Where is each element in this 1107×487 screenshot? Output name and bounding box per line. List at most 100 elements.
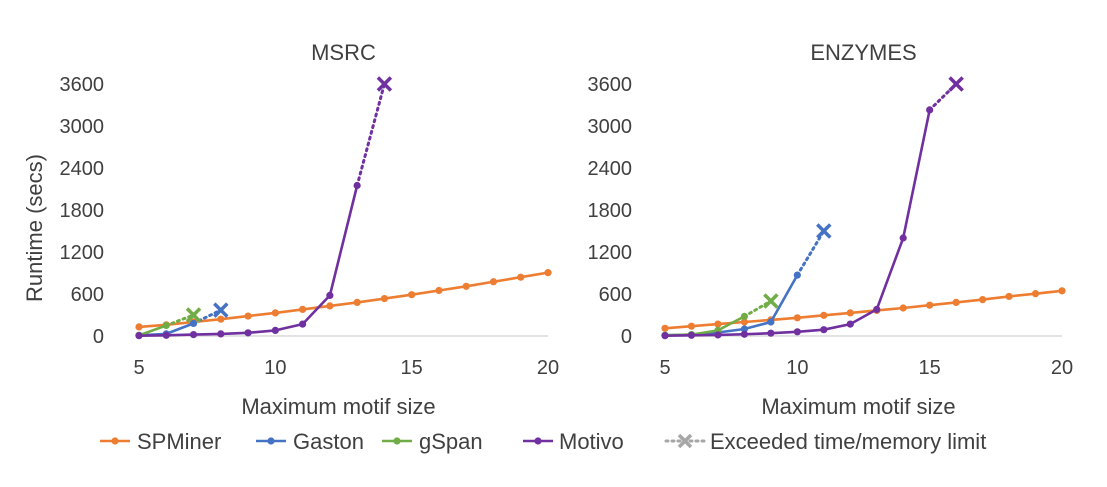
series-line-motivo (664, 109, 931, 337)
data-point-motivo (767, 329, 775, 337)
x-tick-label: 5 (659, 357, 670, 379)
data-point-spminer (353, 298, 361, 306)
data-point-motivo (189, 331, 198, 339)
y-tick-label: 0 (621, 326, 632, 348)
legend-swatch-dot (534, 437, 542, 445)
limit-marker-stroke (213, 302, 229, 318)
data-point-spminer (489, 278, 498, 286)
legend-item-motivo: Motivo (523, 429, 624, 454)
data-point-spminer (926, 301, 934, 309)
legend-swatch-dot (111, 437, 119, 445)
data-point-spminer (462, 282, 470, 290)
data-point-motivo (740, 330, 749, 338)
x-tick-label: 5 (133, 357, 144, 379)
data-point-spminer (244, 312, 252, 320)
limit-marker-x-gaston (816, 223, 832, 239)
data-point-motivo (687, 331, 696, 339)
y-tick-label: 2400 (588, 158, 633, 180)
x-axis-label: Maximum motif size (761, 394, 955, 419)
x-axis-label: Maximum motif size (241, 394, 435, 419)
legend-label: gSpan (419, 429, 483, 454)
legend-item-gspan: gSpan (382, 429, 483, 454)
data-point-motivo (714, 331, 722, 339)
data-point-spminer (135, 323, 143, 331)
y-tick-label: 1800 (588, 200, 633, 222)
y-tick-label: 0 (93, 326, 104, 348)
y-tick-label: 1800 (60, 200, 105, 222)
data-point-gaston (740, 325, 749, 333)
data-point-motivo (135, 332, 143, 340)
limit-marker-x-gspan (185, 307, 202, 323)
data-point-spminer (408, 291, 416, 299)
chart-title: ENZYMES (810, 40, 916, 65)
data-point-spminer (793, 314, 801, 322)
data-point-motivo (661, 332, 669, 340)
data-point-spminer (1058, 287, 1066, 295)
data-point-spminer (740, 318, 749, 326)
limit-line-gspan (164, 313, 196, 327)
data-point-spminer (299, 305, 307, 313)
x-tick-label: 15 (919, 357, 941, 379)
y-tick-label: 3000 (60, 116, 105, 138)
data-point-spminer (687, 322, 696, 330)
data-point-spminer (899, 304, 907, 312)
data-point-spminer (217, 315, 225, 323)
data-point-spminer (544, 269, 552, 277)
data-point-spminer (979, 296, 987, 304)
data-point-motivo (271, 326, 279, 334)
legend-label: Exceeded time/memory limit (710, 429, 986, 454)
x-tick-label: 15 (401, 357, 423, 379)
data-point-spminer (271, 309, 279, 317)
x-tick-label: 20 (537, 357, 559, 379)
limit-line-gaston (795, 229, 826, 277)
data-point-spminer (661, 324, 669, 332)
data-point-motivo (326, 291, 334, 299)
y-axis-label: Runtime (secs) (22, 154, 47, 302)
legend-swatch-dot (393, 437, 401, 445)
data-point-spminer (714, 320, 722, 328)
limit-line-motivo (355, 82, 386, 187)
limit-marker-x-gaston (213, 302, 229, 318)
chart-panel-msrc: MSRC 0 600 1200 1800 2400 3000 3600 5 10 15 20 Maxim… (22, 40, 559, 419)
series-line-spminer (664, 289, 1063, 330)
data-point-spminer (517, 273, 525, 281)
chart-panel-enzymes: ENZYMES 0 600 1200 1800 2400 3000 3600 5 10 15 20 Ma… (588, 40, 1074, 419)
y-tick-label: 1200 (588, 242, 633, 264)
data-point-motivo (244, 329, 252, 337)
data-point-spminer (1031, 290, 1040, 298)
legend-label: Gaston (293, 429, 364, 454)
data-point-motivo (217, 330, 225, 338)
data-point-spminer (952, 298, 960, 306)
legend: SPMiner Gaston gSpan Motivo Exceeded time/me… (100, 429, 986, 454)
legend-swatch-x (677, 433, 693, 449)
data-point-motivo (873, 305, 881, 313)
limit-marker-stroke (816, 223, 832, 239)
limit-marker-x-gspan (763, 293, 779, 309)
y-tick-label: 3600 (588, 74, 633, 96)
data-point-spminer (820, 311, 828, 319)
data-point-motivo (299, 320, 307, 328)
y-tick-label: 600 (71, 284, 104, 306)
limit-marker-stroke (376, 76, 393, 92)
data-point-motivo (162, 331, 170, 339)
data-point-spminer (1005, 292, 1013, 301)
series-spminer (661, 287, 1066, 332)
legend-label: Motivo (559, 429, 624, 454)
series-motivo (135, 76, 393, 340)
y-tick-label: 2400 (60, 158, 105, 180)
y-tick-label: 600 (599, 284, 632, 306)
data-point-spminer (380, 294, 388, 303)
y-tick-label: 1200 (60, 242, 105, 264)
legend-item-exceeded-time-memory-limit: Exceeded time/memory limit (664, 429, 986, 454)
y-tick-label: 3600 (60, 74, 105, 96)
limit-marker-x-motivo (948, 76, 964, 92)
data-point-spminer (326, 302, 334, 310)
y-tick-label: 3000 (588, 116, 633, 138)
x-tick-label: 10 (264, 357, 286, 379)
chart-title: MSRC (311, 40, 376, 65)
legend-item-gaston: Gaston (256, 429, 364, 454)
series-line-spminer (138, 271, 549, 329)
limit-marker-stroke (185, 307, 202, 323)
